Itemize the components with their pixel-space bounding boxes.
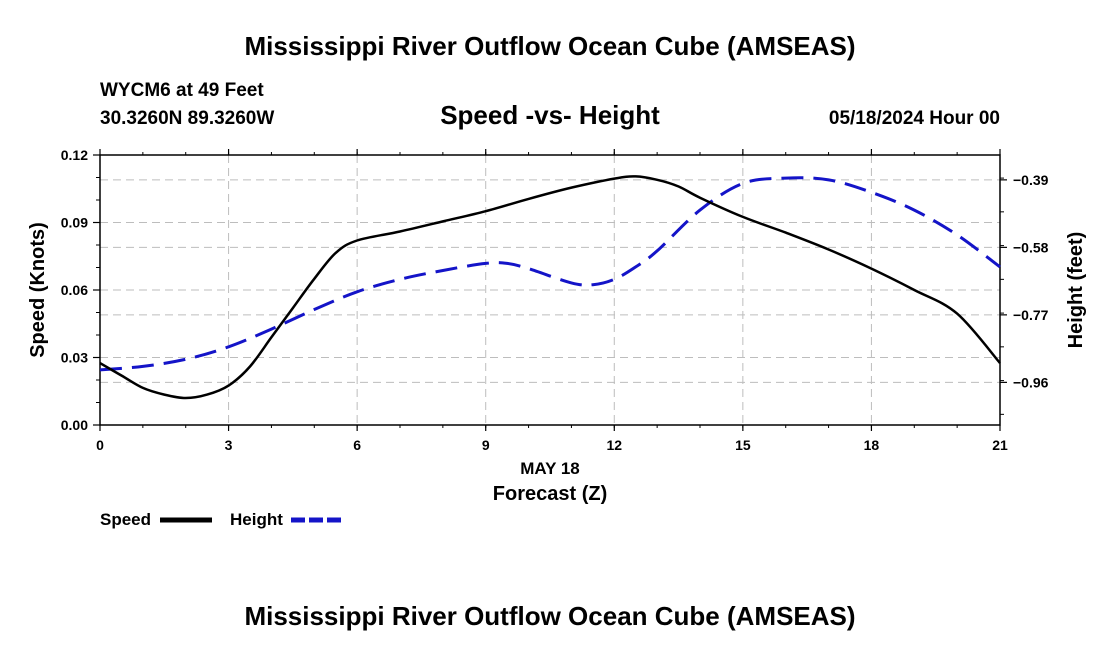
legend-height-label: Height xyxy=(230,510,283,529)
y-left-tick-label: 0.12 xyxy=(61,147,88,163)
chart-subtitle: Speed -vs- Height xyxy=(440,100,660,130)
x-tick-label: 3 xyxy=(225,437,233,453)
x-tick-label: 6 xyxy=(353,437,361,453)
y-axis-right-label: Height (feet) xyxy=(1065,232,1087,349)
y-right-tick-label: −0.39 xyxy=(1013,172,1049,188)
y-axis-left-label: Speed (Knots) xyxy=(27,222,49,358)
page-title: Mississippi River Outflow Ocean Cube (AM… xyxy=(244,31,855,61)
grid-lines xyxy=(100,155,1000,425)
legend: Speed Height xyxy=(100,510,343,529)
x-tick-label: 18 xyxy=(864,437,880,453)
footer-title: Mississippi River Outflow Ocean Cube (AM… xyxy=(244,601,855,631)
forecast-datetime: 05/18/2024 Hour 00 xyxy=(829,108,1000,129)
plot-frame xyxy=(99,154,1001,426)
height-series-line xyxy=(99,176,1001,372)
x-axis-label: Forecast (Z) xyxy=(493,483,607,505)
y-left-tick-label: 0.06 xyxy=(61,282,88,298)
x-tick-label: 9 xyxy=(482,437,490,453)
y-left-tick-label: 0.00 xyxy=(61,417,88,433)
x-tick-label: 21 xyxy=(992,437,1008,453)
y-right-tick-label: −0.77 xyxy=(1013,307,1049,323)
y-right-tick-label: −0.96 xyxy=(1013,374,1049,390)
station-coordinates: 30.3260N 89.3260W xyxy=(100,108,274,129)
x-axis-date-label: MAY 18 xyxy=(520,459,580,478)
y-right-tick-label: −0.58 xyxy=(1013,239,1049,255)
tick-labels: 0 3 6 9 12 15 18 21 0.00 0.03 0.06 0.09 0.12 −0.96 −0.… xyxy=(61,147,1049,453)
x-tick-label: 12 xyxy=(606,437,622,453)
y-left-tick-label: 0.09 xyxy=(61,215,88,231)
x-tick-label: 15 xyxy=(735,437,751,453)
y-left-tick-label: 0.03 xyxy=(61,350,88,366)
legend-speed-label: Speed xyxy=(100,510,151,529)
station-label: WYCM6 at 49 Feet xyxy=(100,80,264,101)
speed-series-line xyxy=(99,175,1001,400)
x-tick-label: 0 xyxy=(96,437,104,453)
